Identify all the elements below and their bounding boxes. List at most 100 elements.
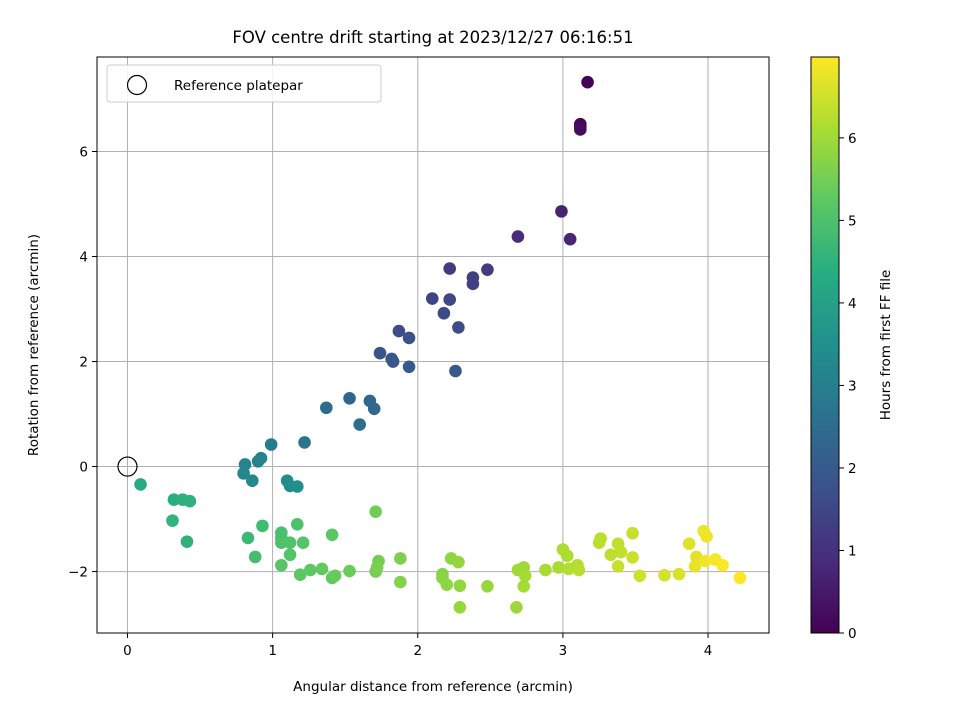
data-point	[604, 548, 618, 562]
data-point	[453, 600, 467, 614]
y-tick-label: 4	[79, 250, 88, 266]
data-point	[134, 478, 147, 491]
data-point	[315, 562, 329, 576]
data-point	[626, 526, 639, 540]
data-point	[443, 293, 456, 306]
data-point	[481, 263, 494, 276]
data-point	[343, 391, 356, 405]
data-point	[560, 549, 574, 563]
data-point	[237, 467, 250, 480]
x-tick-label: 1	[268, 643, 277, 659]
y-axis-label: Rotation from reference (arcmin)	[26, 234, 42, 456]
data-point	[283, 548, 297, 562]
data-points	[134, 75, 747, 614]
x-tick-label: 4	[704, 643, 713, 659]
data-point	[251, 455, 265, 468]
data-point	[452, 321, 465, 334]
legend-box	[106, 64, 382, 103]
colorbar-label: Hours from first FF file	[878, 270, 894, 421]
data-point	[453, 579, 467, 593]
legend: Reference platepar	[106, 64, 382, 103]
data-point	[594, 532, 607, 545]
data-point	[510, 600, 523, 614]
plot-frame	[96, 56, 770, 634]
x-tick-label: 3	[559, 643, 568, 659]
data-point	[481, 579, 494, 593]
data-point	[633, 569, 647, 583]
colorbar-tick-label: 3	[848, 378, 857, 394]
data-point	[581, 75, 594, 89]
data-point	[246, 474, 259, 488]
y-tick-label: 6	[79, 145, 88, 161]
data-point	[440, 578, 454, 591]
data-point	[563, 232, 577, 246]
data-point	[682, 537, 696, 551]
data-point	[275, 558, 288, 572]
data-point	[716, 558, 729, 572]
data-point	[688, 560, 702, 573]
legend-entry-reference: Reference platepar	[174, 78, 303, 94]
data-point	[320, 401, 333, 415]
data-point	[552, 561, 565, 574]
x-tick-label: 0	[123, 643, 132, 659]
data-point	[614, 545, 628, 559]
data-point	[370, 561, 384, 574]
data-point	[256, 519, 269, 533]
data-point	[437, 306, 451, 320]
data-point	[733, 571, 747, 585]
colorbar: 0 1 2 3 4 5 6 Hours from first FF file	[810, 56, 894, 642]
data-point	[452, 555, 465, 569]
data-point	[373, 346, 387, 360]
data-point	[402, 331, 416, 345]
data-point	[394, 575, 407, 589]
data-point	[367, 402, 381, 416]
data-point	[248, 550, 262, 564]
colorbar-tick-label: 6	[848, 131, 857, 147]
data-point	[369, 505, 382, 519]
data-point	[449, 364, 462, 378]
data-point	[466, 277, 480, 291]
y-tick-label: −2	[68, 565, 88, 581]
colorbar-ticks: 0 1 2 3 4 5 6	[839, 131, 857, 642]
data-point	[386, 355, 400, 368]
data-point	[183, 494, 197, 508]
data-point	[394, 552, 407, 565]
data-point	[290, 518, 304, 531]
data-point	[517, 579, 531, 593]
x-axis-label: Angular distance from reference (arcmin)	[293, 679, 573, 695]
data-point	[700, 530, 713, 543]
y-tick-label: 0	[79, 460, 88, 476]
data-point	[698, 554, 712, 568]
data-point	[574, 123, 587, 136]
y-tick-label: 2	[79, 355, 88, 371]
data-point	[283, 536, 297, 549]
data-point	[325, 528, 339, 542]
data-point	[180, 535, 194, 548]
data-point	[328, 569, 342, 583]
data-point	[511, 230, 525, 243]
data-point	[626, 551, 639, 564]
data-point	[572, 563, 586, 577]
data-point	[539, 563, 552, 577]
data-point	[672, 567, 686, 581]
data-point	[166, 514, 179, 527]
colorbar-tick-label: 0	[848, 626, 857, 642]
data-point	[264, 438, 278, 451]
x-axis-ticks: 0 1 2 3 4	[123, 633, 712, 659]
data-point	[658, 568, 671, 582]
data-point	[555, 205, 568, 218]
data-point	[241, 531, 255, 545]
data-point	[392, 324, 406, 338]
colorbar-tick-label: 5	[848, 213, 857, 229]
data-point	[304, 563, 317, 577]
data-point	[518, 569, 532, 583]
colorbar-tick-label: 2	[848, 461, 857, 477]
colorbar-gradient	[810, 56, 840, 634]
y-axis-ticks: −2 0 2 4 6	[68, 145, 97, 581]
data-point	[296, 536, 310, 549]
grid	[97, 57, 769, 633]
chart-title: FOV centre drift starting at 2023/12/27 …	[232, 28, 633, 47]
reference-point	[117, 456, 138, 477]
data-point	[443, 262, 456, 275]
